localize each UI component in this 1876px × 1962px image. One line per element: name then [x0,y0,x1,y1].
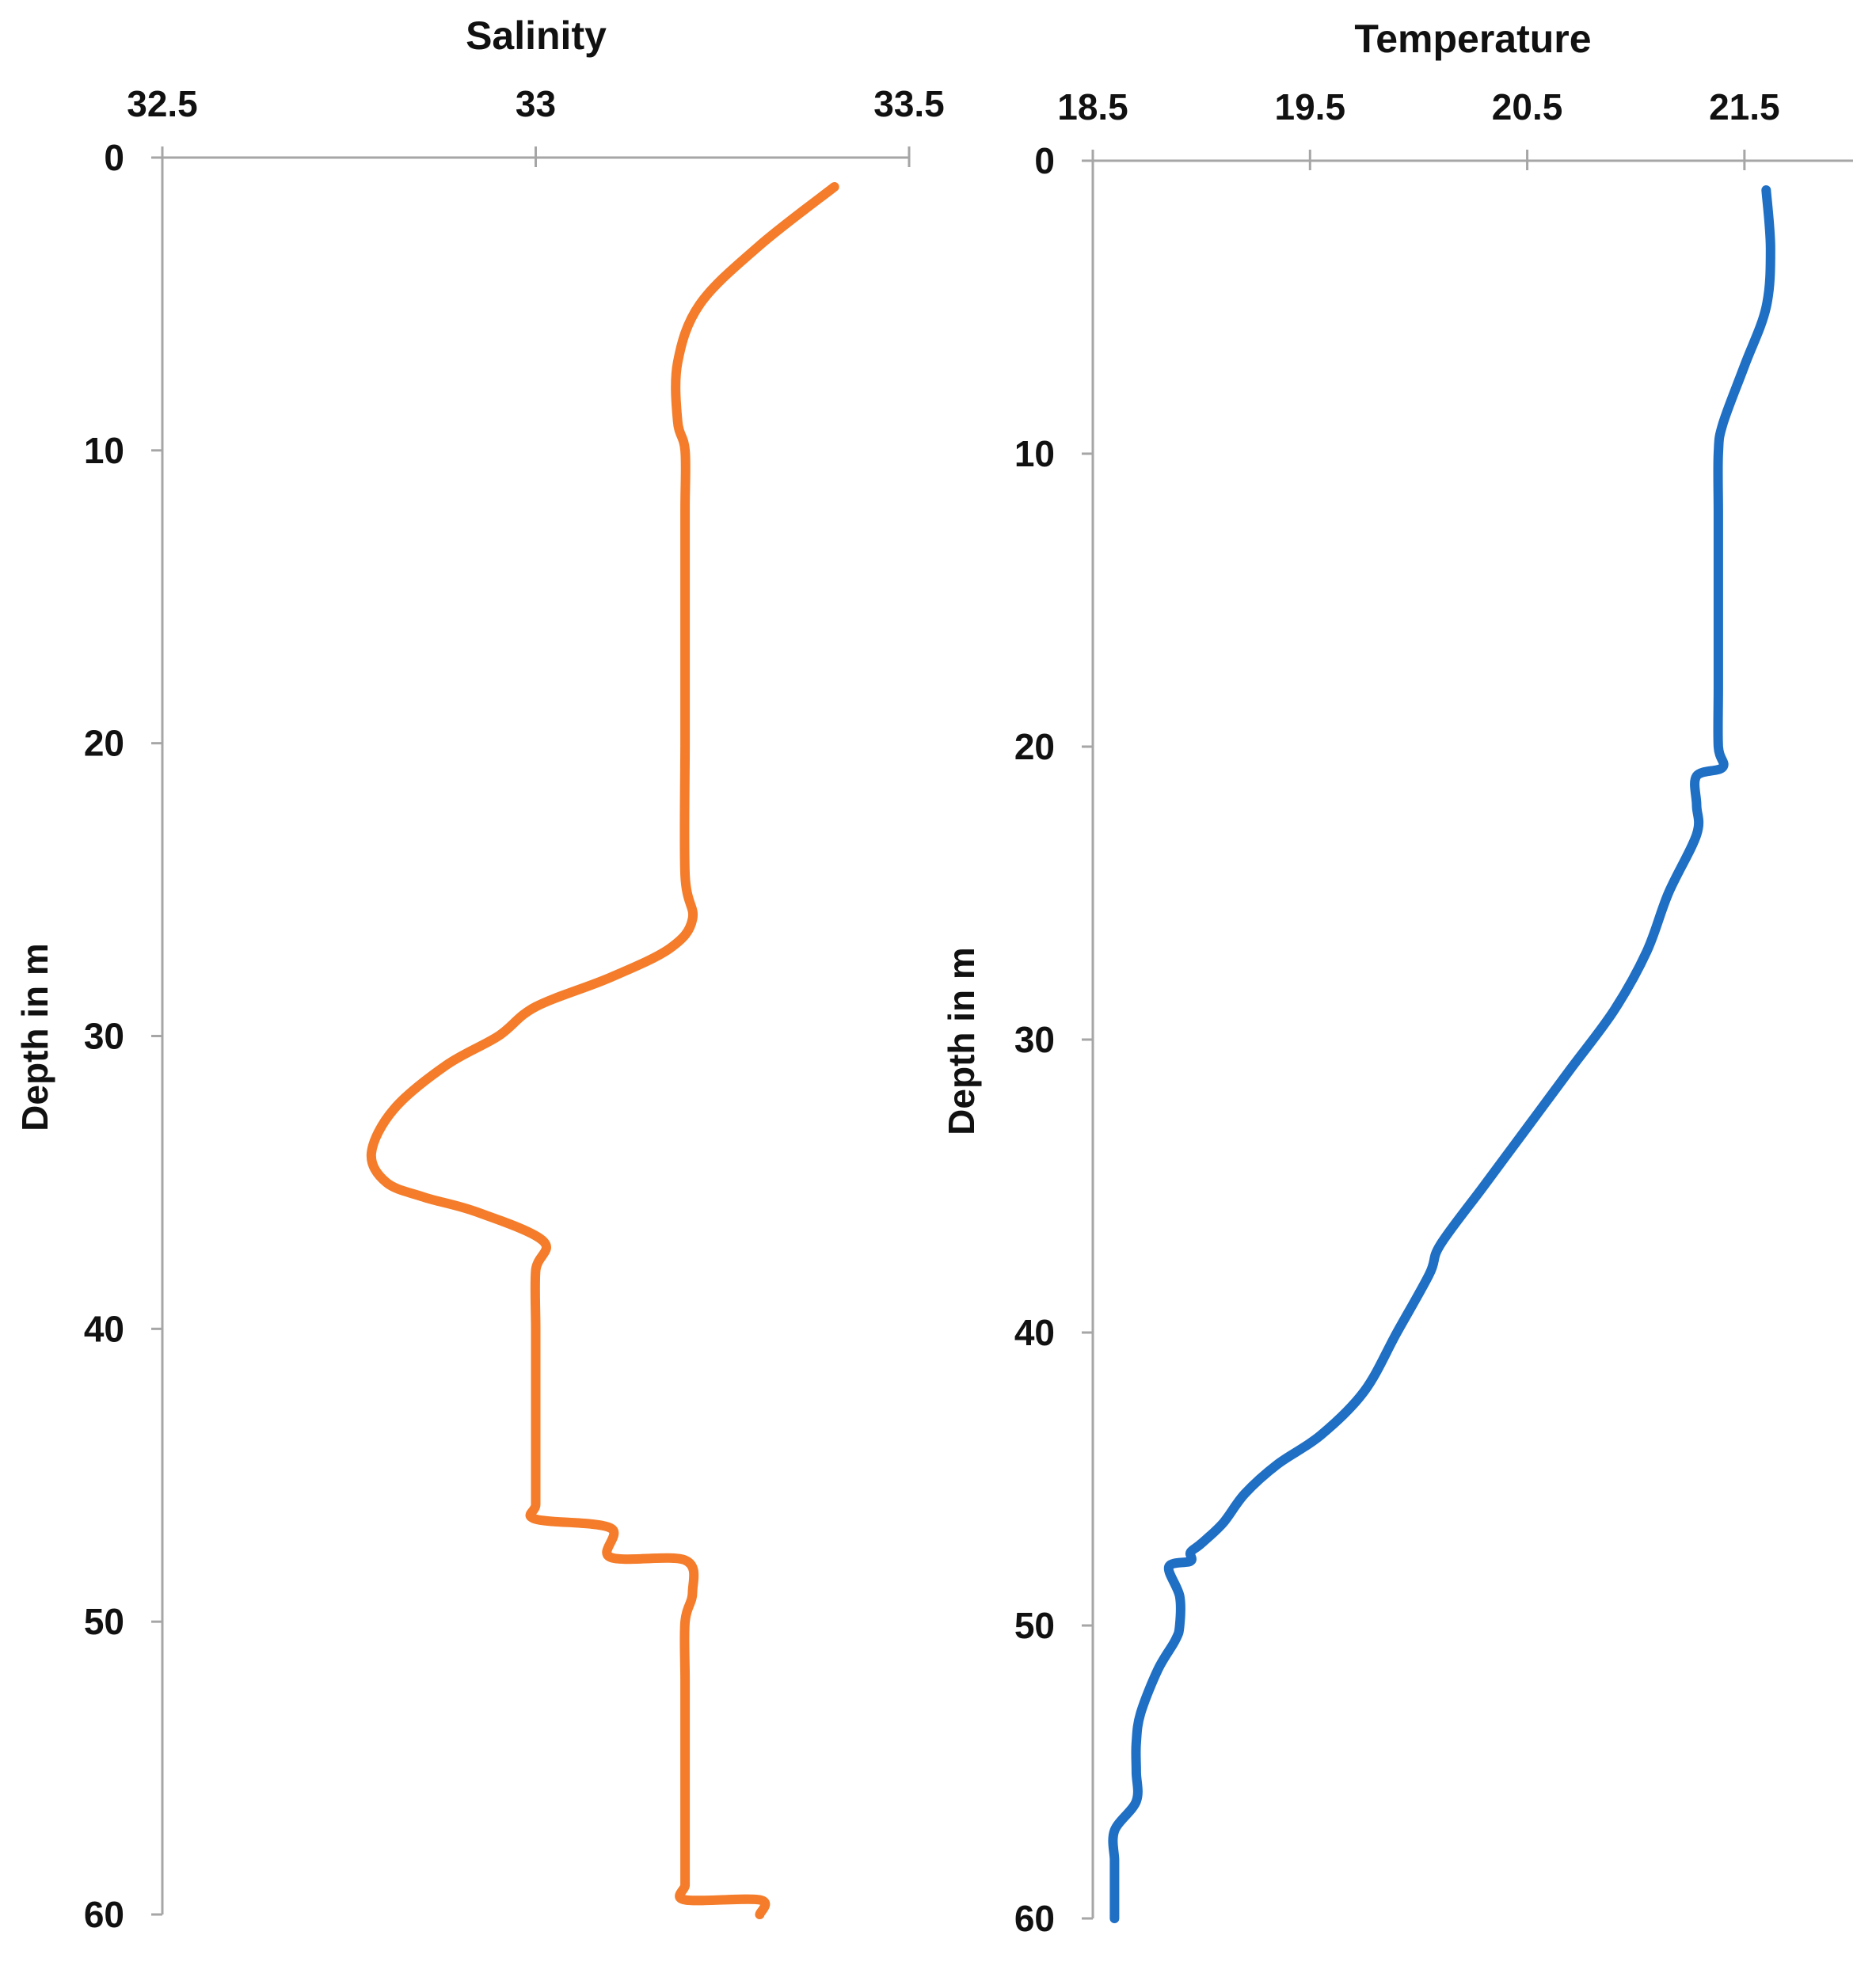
salinity-x-tick-label: 33.5 [873,83,945,124]
salinity-x-tick-label: 32.5 [127,83,198,124]
temperature-y-ticks: 0 10 20 30 40 50 60 [1014,140,1093,1939]
salinity-panel: Salinity Depth in m 32.5 33 33.5 0 10 20 30 40… [14,13,945,1935]
temperature-y-tick-label: 60 [1014,1898,1055,1939]
salinity-depth-axis-title: Depth in m [14,943,55,1131]
salinity-title: Salinity [466,13,607,58]
temperature-profile-line [1108,185,1775,1923]
salinity-profile-line [366,182,839,1919]
temperature-y-tick-label: 10 [1014,433,1055,474]
temperature-y-tick-label: 0 [1034,140,1055,181]
salinity-y-tick-label: 0 [104,137,124,178]
temperature-x-tick-label: 18.5 [1057,86,1128,127]
temperature-x-tick-label: 20.5 [1492,86,1563,127]
salinity-x-ticks: 32.5 33 33.5 [127,83,945,167]
temperature-depth-axis-title: Depth in m [941,947,982,1135]
temperature-panel: Temperature Depth in m 18.5 19.5 20.5 21.5 … [941,17,1853,1939]
salinity-series-group [366,182,839,1919]
temperature-y-tick-label: 30 [1014,1019,1055,1060]
salinity-y-tick-label: 50 [84,1601,124,1642]
temperature-y-tick-label: 40 [1014,1312,1055,1353]
temperature-x-tick-label: 21.5 [1709,86,1780,127]
salinity-y-tick-label: 40 [84,1308,124,1349]
salinity-y-tick-label: 30 [84,1016,124,1057]
temperature-title: Temperature [1354,17,1591,61]
salinity-y-tick-label: 20 [84,723,124,764]
temperature-x-tick-label: 19.5 [1275,86,1346,127]
temperature-y-tick-label: 50 [1014,1605,1055,1646]
salinity-y-tick-label: 60 [84,1894,124,1935]
temperature-series-group [1108,185,1775,1923]
salinity-x-tick-label: 33 [516,83,556,124]
salinity-y-tick-label: 10 [84,430,124,471]
temperature-y-tick-label: 20 [1014,726,1055,767]
temperature-x-ticks: 18.5 19.5 20.5 21.5 [1057,86,1780,170]
salinity-y-ticks: 0 10 20 30 40 50 60 [84,137,162,1935]
